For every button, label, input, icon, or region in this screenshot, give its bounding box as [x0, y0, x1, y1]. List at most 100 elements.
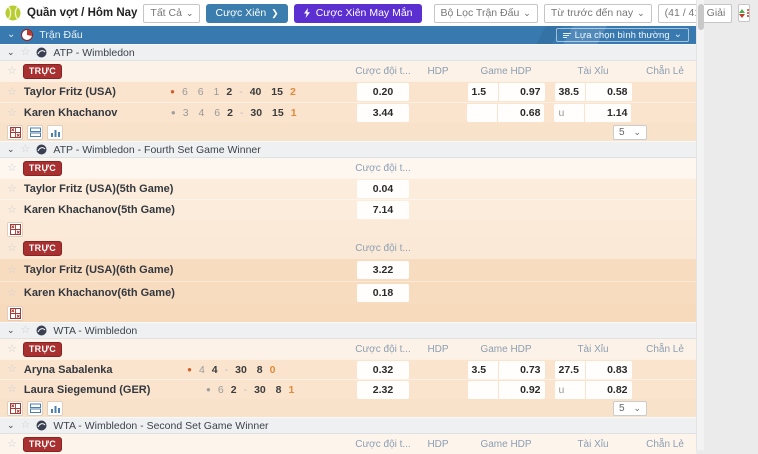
- serving-dot-icon: ●: [206, 384, 211, 394]
- game-hdp-odds[interactable]: 0.73: [498, 360, 545, 379]
- vertical-scrollbar[interactable]: [696, 0, 704, 450]
- game-hdp-line[interactable]: [467, 380, 498, 399]
- favorite-star-icon[interactable]: ☆: [20, 419, 31, 431]
- parlay-button[interactable]: Cược Xiên ❯: [206, 3, 288, 23]
- over-under-line[interactable]: u: [554, 380, 585, 399]
- live-badge: TRỰC: [22, 341, 63, 357]
- favorite-star-icon[interactable]: ☆: [20, 324, 31, 336]
- over-under-line[interactable]: 38.5: [554, 83, 585, 101]
- over-under-odds[interactable]: 0.83: [585, 360, 632, 379]
- league-header-wta-wimbledon[interactable]: ⌄ ☆ WTA - Wimbledon: [0, 322, 696, 339]
- moneyline-odds[interactable]: 2.32: [357, 380, 409, 399]
- moneyline-odds[interactable]: 0.20: [357, 83, 409, 101]
- league-logo-icon: [36, 47, 47, 58]
- scrollbar-thumb[interactable]: [698, 4, 704, 30]
- player-row: ☆ Taylor Fritz (USA)(6th Game) 3.22: [0, 258, 696, 281]
- collapse-chevron-icon[interactable]: ⌄: [7, 47, 15, 57]
- favorite-star-icon[interactable]: ☆: [7, 161, 17, 174]
- favorite-star-icon[interactable]: ☆: [7, 383, 17, 395]
- sport-today-label: Quần vợt / Hôm Nay: [27, 7, 138, 19]
- game-hdp-odds[interactable]: 0.68: [498, 104, 545, 122]
- chevron-down-icon: ⌄: [185, 7, 194, 18]
- collapse-chevron-icon[interactable]: ⌄: [7, 420, 15, 430]
- favorite-star-icon[interactable]: ☆: [7, 263, 17, 276]
- match-footer-row: 5 ⌄: [0, 399, 696, 417]
- more-bets-grid-icon[interactable]: [7, 305, 23, 321]
- match-footer-row: 5 ⌄: [0, 123, 696, 141]
- column-over-under: Tài Xỉu: [577, 343, 609, 355]
- game-hdp-odds[interactable]: 0.92: [498, 380, 545, 399]
- column-game-hdp: Game HDP: [480, 438, 532, 450]
- over-under-line[interactable]: 27.5: [554, 360, 585, 379]
- moneyline-odds[interactable]: 0.32: [357, 360, 409, 379]
- game-hdp-odds[interactable]: 0.97: [498, 83, 545, 101]
- column-hdp: HDP: [427, 343, 449, 355]
- live-score: ● 6 6 1 2 - 40 15 2: [170, 86, 296, 98]
- more-bets-grid-icon[interactable]: [7, 124, 23, 140]
- moneyline-odds[interactable]: 7.14: [357, 201, 409, 219]
- favorite-star-icon[interactable]: ☆: [7, 241, 17, 254]
- moneyline-odds[interactable]: 3.44: [356, 104, 409, 122]
- market-list-icon[interactable]: [27, 400, 43, 416]
- player-row: ☆ Taylor Fritz (USA)(5th Game) 0.04: [0, 178, 696, 199]
- column-moneyline: Cược đội t...: [355, 65, 411, 77]
- score-dash: -: [239, 107, 244, 119]
- match-footer-row: [0, 220, 696, 238]
- over-under-line[interactable]: u: [554, 104, 585, 122]
- over-under-odds[interactable]: 0.58: [585, 83, 632, 101]
- league-header-wta-second-set[interactable]: ⌄ ☆ WTA - Wimbledon - Second Set Game Wi…: [0, 417, 696, 434]
- moneyline-odds[interactable]: 0.04: [357, 180, 409, 198]
- favorite-star-icon[interactable]: ☆: [7, 342, 17, 355]
- game-hdp-line[interactable]: [467, 104, 498, 122]
- collapse-chevron-icon[interactable]: ⌄: [7, 144, 15, 154]
- sort-order-button[interactable]: [738, 4, 751, 22]
- collapse-chevron-icon[interactable]: ⌄: [7, 325, 15, 335]
- collapse-chevron-icon[interactable]: ⌄: [7, 29, 16, 40]
- game-hdp-line[interactable]: 3.5: [467, 360, 498, 379]
- markets-count-select[interactable]: 5 ⌄: [613, 124, 647, 140]
- league-header-atp-wimbledon[interactable]: ⌄ ☆ ATP - Wimbledon: [0, 44, 696, 61]
- live-badge: TRỰC: [22, 63, 63, 79]
- match-filter-dropdown[interactable]: Bộ Lọc Trận Đấu ⌄: [433, 3, 538, 23]
- league-title: WTA - Wimbledon - Second Set Game Winner: [53, 419, 269, 432]
- favorite-star-icon[interactable]: ☆: [7, 203, 17, 216]
- favorite-star-icon[interactable]: ☆: [7, 106, 17, 119]
- markets-count-select[interactable]: 5 ⌄: [613, 400, 647, 416]
- match-section-bar: ⌄ Trận Đấu Lựa chọn bình thường ⌄: [0, 26, 696, 44]
- column-game-hdp: Game HDP: [480, 343, 532, 355]
- favorite-star-icon[interactable]: ☆: [7, 437, 17, 450]
- favorite-star-icon[interactable]: ☆: [7, 85, 17, 98]
- game-hdp-line[interactable]: 1.5: [467, 83, 498, 101]
- chevron-down-icon: ⌄: [633, 126, 641, 137]
- favorite-star-icon[interactable]: ☆: [20, 46, 31, 58]
- live-timer-icon: [21, 29, 34, 41]
- player-row: ☆ Laura Siegemund (GER) ● 6 2 - 30 8 1 2…: [0, 379, 696, 399]
- league-header-atp-fourth-set[interactable]: ⌄ ☆ ATP - Wimbledon - Fourth Set Game Wi…: [0, 141, 696, 158]
- more-bets-grid-icon[interactable]: [7, 400, 23, 416]
- favorite-star-icon[interactable]: ☆: [7, 182, 17, 195]
- stats-chart-icon[interactable]: [47, 124, 63, 140]
- league-filter-select[interactable]: Tất Cả ⌄: [143, 3, 201, 23]
- over-under-odds[interactable]: 1.14: [585, 104, 632, 122]
- favorite-star-icon[interactable]: ☆: [7, 286, 17, 299]
- live-header-row: ☆ TRỰC Cược đội t... HDP Game HDP Tài Xỉ…: [0, 61, 696, 81]
- time-filter-dropdown[interactable]: Từ trước đến nay ⌄: [543, 3, 652, 23]
- favorite-star-icon[interactable]: ☆: [7, 64, 17, 77]
- moneyline-odds[interactable]: 0.18: [357, 284, 409, 302]
- moneyline-odds[interactable]: 3.22: [357, 261, 409, 279]
- over-under-odds[interactable]: 0.82: [585, 380, 632, 399]
- favorite-star-icon[interactable]: ☆: [20, 143, 31, 155]
- lucky-parlay-button[interactable]: Cược Xiên May Mắn: [293, 3, 422, 23]
- leagues-count-box[interactable]: (41 / 41) Giải: [657, 3, 733, 23]
- market-list-icon[interactable]: [27, 124, 43, 140]
- player-name: Taylor Fritz (USA): [23, 86, 116, 98]
- match-bar-title: Trận Đấu: [39, 29, 83, 41]
- view-mode-select[interactable]: Lựa chọn bình thường ⌄: [555, 28, 689, 42]
- stats-chart-icon[interactable]: [47, 400, 63, 416]
- more-bets-grid-icon[interactable]: [7, 221, 23, 237]
- live-score: ● 4 4 - 30 8 0: [187, 363, 276, 376]
- chevron-down-icon: ⌄: [523, 7, 531, 18]
- favorite-star-icon[interactable]: ☆: [7, 363, 17, 375]
- player-row: ☆ Karen Khachanov ● 3 4 6 2 - 30 15 1 3.…: [0, 102, 696, 123]
- live-header-row: ☆ TRỰC Cược đội t... HDP Game HDP Tài Xỉ…: [0, 434, 696, 454]
